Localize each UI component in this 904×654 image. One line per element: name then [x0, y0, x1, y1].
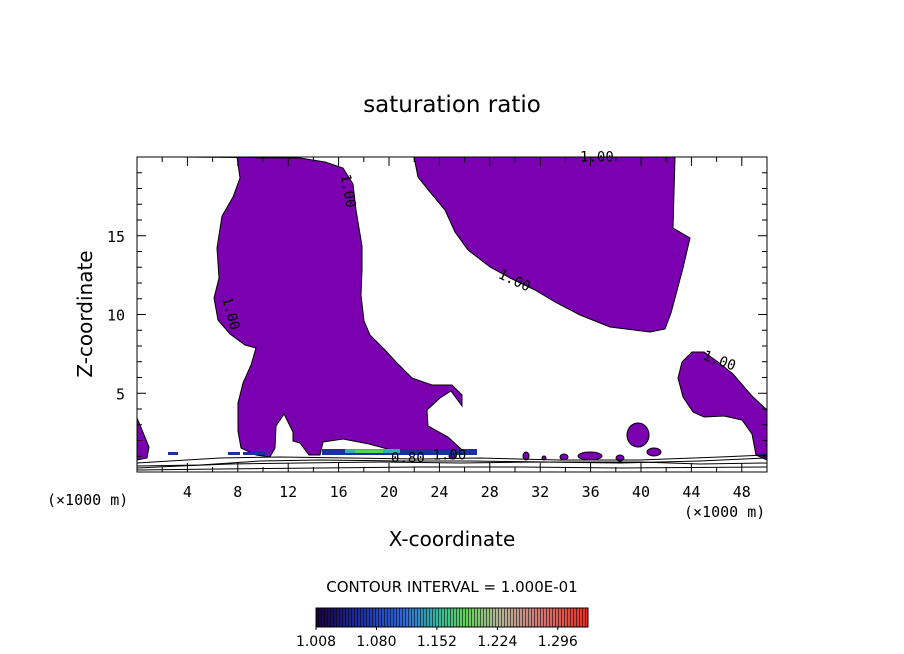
x-unit-left: (×1000 m): [47, 491, 128, 509]
region-left-column: [179, 157, 463, 458]
x-tick-label: 32: [531, 483, 549, 501]
colorbar: 1.008 1.080 1.152 1.224 1.296: [296, 607, 589, 650]
y-tick-label: 10: [107, 307, 125, 325]
x-unit-right: (×1000 m): [684, 503, 765, 521]
colorbar-stripes: [316, 608, 588, 627]
x-tick-label: 20: [380, 483, 398, 501]
y-tick-label: 5: [116, 385, 125, 403]
plot-area: [137, 157, 767, 471]
high-value-band: [757, 453, 767, 456]
y-axis-label: Z-coordinate: [73, 250, 97, 377]
x-axis: 4 8 12 16 20 24 28 32 36 40 44 48: [161, 157, 751, 501]
chart-title: saturation ratio: [363, 92, 541, 118]
x-tick-label: 36: [582, 483, 600, 501]
x-tick-label: 48: [733, 483, 751, 501]
contour-label: 0.80: [391, 451, 425, 467]
high-value-band: [243, 452, 265, 455]
region-blob: [646, 447, 662, 457]
colorbar-tick-label: 1.080: [356, 634, 396, 650]
surface-contours: [137, 454, 767, 471]
contour-label: 1.00: [433, 447, 467, 463]
x-tick-label: 28: [481, 483, 499, 501]
region-upper-right: [413, 157, 691, 333]
region-left-edge: [137, 417, 150, 461]
colorbar-tick-label: 1.296: [538, 634, 578, 650]
x-tick-label: 12: [279, 483, 297, 501]
y-axis: 5 10 15: [107, 172, 767, 457]
colorbar-tick-label: 1.008: [296, 634, 336, 650]
x-tick-label: 8: [233, 483, 242, 501]
y-tick-label: 15: [107, 228, 125, 246]
x-tick-label: 4: [183, 483, 192, 501]
x-tick-label: 44: [682, 483, 700, 501]
x-tick-label: 40: [632, 483, 650, 501]
colorbar-ticks: 1.008 1.080 1.152 1.224 1.296: [296, 627, 578, 650]
high-value-band: [228, 452, 240, 455]
colorbar-tick-label: 1.224: [477, 634, 517, 650]
region-blob: [626, 422, 650, 448]
colorbar-frame: [315, 607, 589, 628]
region-right-blob: [677, 351, 767, 461]
high-value-band: [355, 450, 383, 453]
contour-interval-label: CONTOUR INTERVAL = 1.000E-01: [326, 578, 577, 596]
x-tick-label: 24: [430, 483, 448, 501]
colorbar-tick-label: 1.152: [417, 634, 457, 650]
high-value-band: [168, 452, 178, 455]
region-blob: [522, 451, 530, 461]
x-axis-label: X-coordinate: [389, 527, 516, 551]
x-tick-label: 16: [330, 483, 348, 501]
region-blob: [559, 453, 569, 461]
contour-label: 1.00: [580, 150, 614, 166]
contour-label: 1.00: [337, 173, 359, 209]
region-blob: [577, 451, 603, 461]
